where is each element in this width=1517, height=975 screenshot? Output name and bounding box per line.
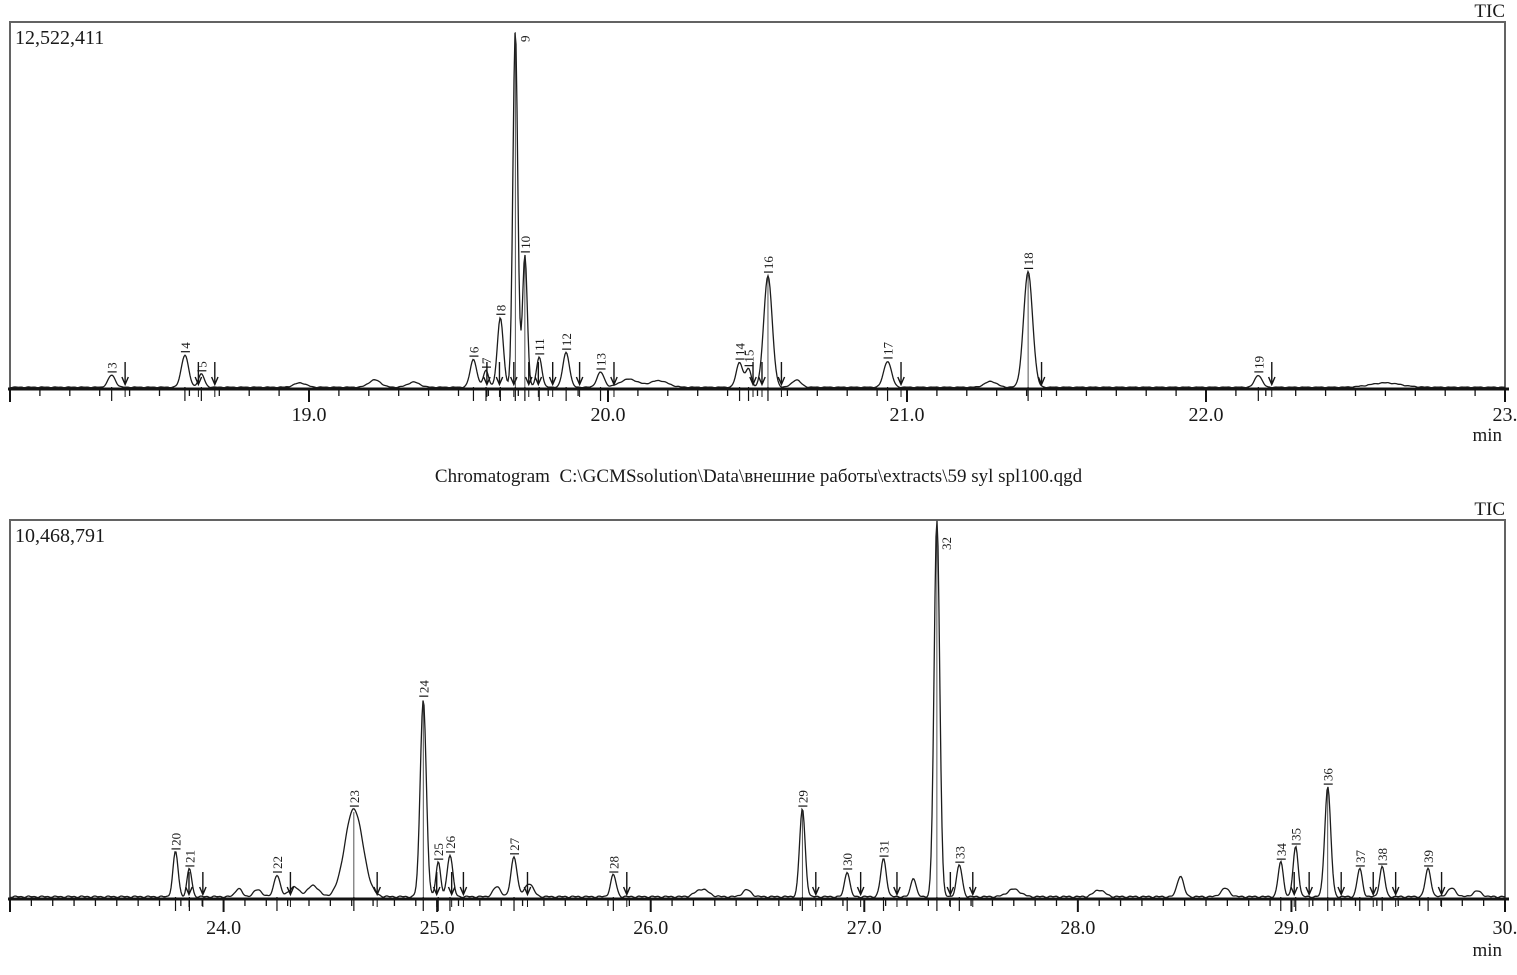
integration-arrow-head	[286, 886, 295, 897]
upper-chromatogram-plot[interactable]: 19.0 20.0 21.0 22.0 23.min TIC 12,522,411 3 4 5 6 7…	[0, 0, 1517, 460]
peak-number-label: 5	[194, 361, 209, 368]
tic-trace	[9, 520, 1506, 899]
peak-number-label: 13	[594, 353, 609, 366]
peak-number-label: 7	[479, 357, 494, 364]
peak-number-label: 21	[182, 850, 197, 863]
peak-number-label: 30	[840, 853, 855, 866]
integration-arrow-head	[1290, 886, 1299, 897]
x-axis-tick-label: 22.0	[1189, 404, 1224, 426]
integration-arrow-head	[432, 886, 441, 897]
integration-arrow-head	[1267, 376, 1276, 387]
x-axis-tick-label: 23.	[1493, 404, 1517, 426]
x-axis-tick-label: 25.0	[420, 917, 455, 939]
intensity-scale-label: 12,522,411	[15, 27, 104, 49]
integration-arrow-head	[447, 886, 456, 897]
peak-number-label: 15	[742, 350, 757, 363]
peak-number-label: 14	[733, 343, 748, 357]
integration-arrow-head	[777, 376, 786, 387]
signal-type-label: TIC	[1474, 499, 1505, 520]
integration-arrow-head	[946, 886, 955, 897]
integration-arrow-head	[194, 376, 203, 387]
signal-type-label: TIC	[1474, 1, 1505, 22]
peak-number-label: 19	[1251, 356, 1266, 369]
x-axis-tick-label: 19.0	[292, 404, 327, 426]
integration-arrow-head	[897, 376, 905, 387]
integration-arrow-head	[548, 376, 557, 387]
peak-number-label: 11	[532, 338, 547, 351]
tic-trace	[9, 32, 1506, 389]
peak-number-label: 10	[518, 236, 533, 249]
peak-number-label: 27	[507, 837, 522, 851]
integration-arrow-head	[199, 886, 207, 897]
peak-number-label: 29	[795, 790, 810, 803]
integration-arrow-head	[1437, 886, 1446, 897]
peak-number-label: 35	[1289, 828, 1304, 841]
integration-arrow-head	[373, 886, 382, 897]
integration-arrow-head	[1305, 886, 1313, 897]
peak-number-label: 32	[939, 537, 954, 550]
peak-number-label: 17	[881, 341, 896, 355]
lower-chromatogram-plot[interactable]: 24.0 25.0 26.0 27.0 28.0 29.0 30.min TIC 10,468,…	[0, 495, 1517, 975]
peak-number-label: 25	[431, 843, 446, 856]
x-axis-tick-label: 21.0	[890, 404, 925, 426]
integration-arrow-head	[1337, 886, 1346, 897]
integration-arrow-head	[534, 376, 543, 387]
integration-arrow-head	[575, 376, 584, 387]
x-axis-tick-label: 28.0	[1060, 917, 1095, 939]
x-axis-tick-label: 29.0	[1274, 917, 1309, 939]
integration-arrow-head	[1037, 376, 1046, 387]
peak-number-label: 39	[1421, 850, 1436, 863]
x-axis-tick-label: 27.0	[847, 917, 882, 939]
peak-number-label: 23	[347, 790, 362, 803]
integration-arrow-head	[459, 886, 468, 897]
integration-arrow-head	[968, 886, 977, 897]
peak-number-label: 8	[493, 305, 508, 312]
integration-arrow-head	[758, 376, 766, 387]
integration-arrow-head	[893, 886, 901, 897]
plot-frame	[9, 519, 1506, 900]
peak-number-label: 12	[559, 333, 574, 346]
peak-number-label: 16	[761, 256, 776, 270]
integration-arrow-head	[749, 376, 757, 387]
integration-arrow-head	[524, 376, 533, 387]
plot-frame	[9, 21, 1506, 390]
integration-arrow-head	[121, 376, 129, 387]
x-axis-unit-label: min	[1472, 425, 1502, 446]
integration-arrow-head	[495, 376, 504, 387]
integration-arrow-head	[483, 376, 491, 387]
x-axis-tick-label: 30.	[1493, 917, 1517, 939]
peak-number-label: 34	[1274, 843, 1289, 857]
peak-number-label: 3	[105, 362, 120, 369]
peak-number-label: 38	[1375, 848, 1390, 861]
peak-number-label: 20	[169, 833, 184, 846]
peak-number-label: 36	[1321, 768, 1336, 782]
integration-arrow-head	[210, 376, 219, 387]
peak-number-label: 6	[466, 346, 481, 353]
x-axis-tick-label: 26.0	[633, 917, 668, 939]
peak-number-label: 24	[416, 680, 431, 694]
peak-number-label: 37	[1353, 849, 1368, 863]
integration-arrow-head	[856, 886, 865, 897]
integration-arrow-head	[185, 886, 193, 897]
peak-number-label: 31	[877, 840, 892, 853]
x-axis-tick-label: 20.0	[591, 404, 626, 426]
chromatogram-title: Chromatogram C:\GCMSsolution\Data\внешни…	[434, 466, 1083, 487]
integration-arrow-head	[610, 376, 618, 387]
x-axis-unit-label: min	[1472, 940, 1502, 961]
peak-number-label: 22	[270, 856, 285, 869]
integration-arrow-head	[509, 376, 518, 387]
peak-number-label: 26	[443, 835, 458, 849]
intensity-scale-label: 10,468,791	[15, 525, 105, 547]
peak-number-label: 9	[517, 36, 532, 43]
peak-number-label: 18	[1021, 252, 1036, 265]
integration-arrow-head	[1369, 886, 1378, 897]
integration-arrow-head	[1391, 886, 1400, 897]
integration-arrow-head	[523, 886, 532, 897]
integration-arrow-head	[811, 886, 820, 897]
integration-arrow-head	[622, 886, 631, 897]
peak-number-label: 28	[606, 856, 621, 869]
x-axis-tick-label: 24.0	[206, 917, 241, 939]
peak-number-label: 33	[952, 846, 967, 859]
peak-number-label: 4	[178, 342, 193, 349]
